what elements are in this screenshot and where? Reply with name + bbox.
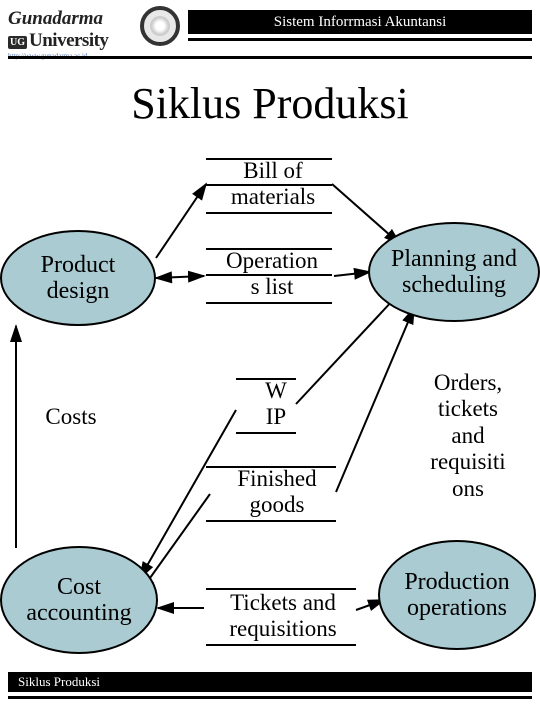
- label-fin: Finished goods: [212, 466, 342, 519]
- label-otr: Orders, tickets and requisiti ons: [408, 370, 528, 502]
- label-rule: [206, 520, 336, 522]
- node-product_design: Product design: [0, 230, 156, 326]
- label-bom: Bill of materials: [198, 158, 348, 211]
- seal-icon: [140, 6, 180, 46]
- label-ops: Operation s list: [202, 248, 342, 301]
- label-costs: Costs: [26, 404, 116, 430]
- page-title: Siklus Produksi: [0, 78, 540, 129]
- footer: Siklus Produksi 13 -12: [8, 672, 532, 712]
- label-rule: [206, 212, 332, 214]
- label-rule: [236, 432, 296, 434]
- logo-badge: UG: [8, 36, 27, 49]
- label-tar: Tickets and requisitions: [198, 590, 368, 643]
- footer-bar: Siklus Produksi: [8, 672, 532, 692]
- footer-rule: [8, 696, 532, 699]
- header-bar: Sistem Inforrmasi Akuntansi: [188, 10, 532, 34]
- node-prod_ops: Production operations: [378, 540, 536, 650]
- header: Gunadarma UGUniversity http://www.gunada…: [0, 0, 540, 60]
- logo-line1: Gunadarma: [8, 8, 103, 29]
- node-planning: Planning and scheduling: [368, 222, 540, 322]
- diagram-canvas: Product design Planning and scheduling Cos…: [0, 140, 540, 670]
- label-rule: [206, 302, 332, 304]
- node-cost_acc: Cost accounting: [0, 546, 158, 654]
- label-rule: [206, 644, 356, 646]
- edge: [336, 308, 414, 492]
- logo-line2: University: [29, 30, 108, 51]
- page-number: 13 -12: [476, 670, 523, 691]
- header-rule: [8, 56, 532, 59]
- edge: [156, 276, 204, 278]
- label-wip: W IP: [246, 378, 306, 431]
- header-underline: [188, 38, 532, 41]
